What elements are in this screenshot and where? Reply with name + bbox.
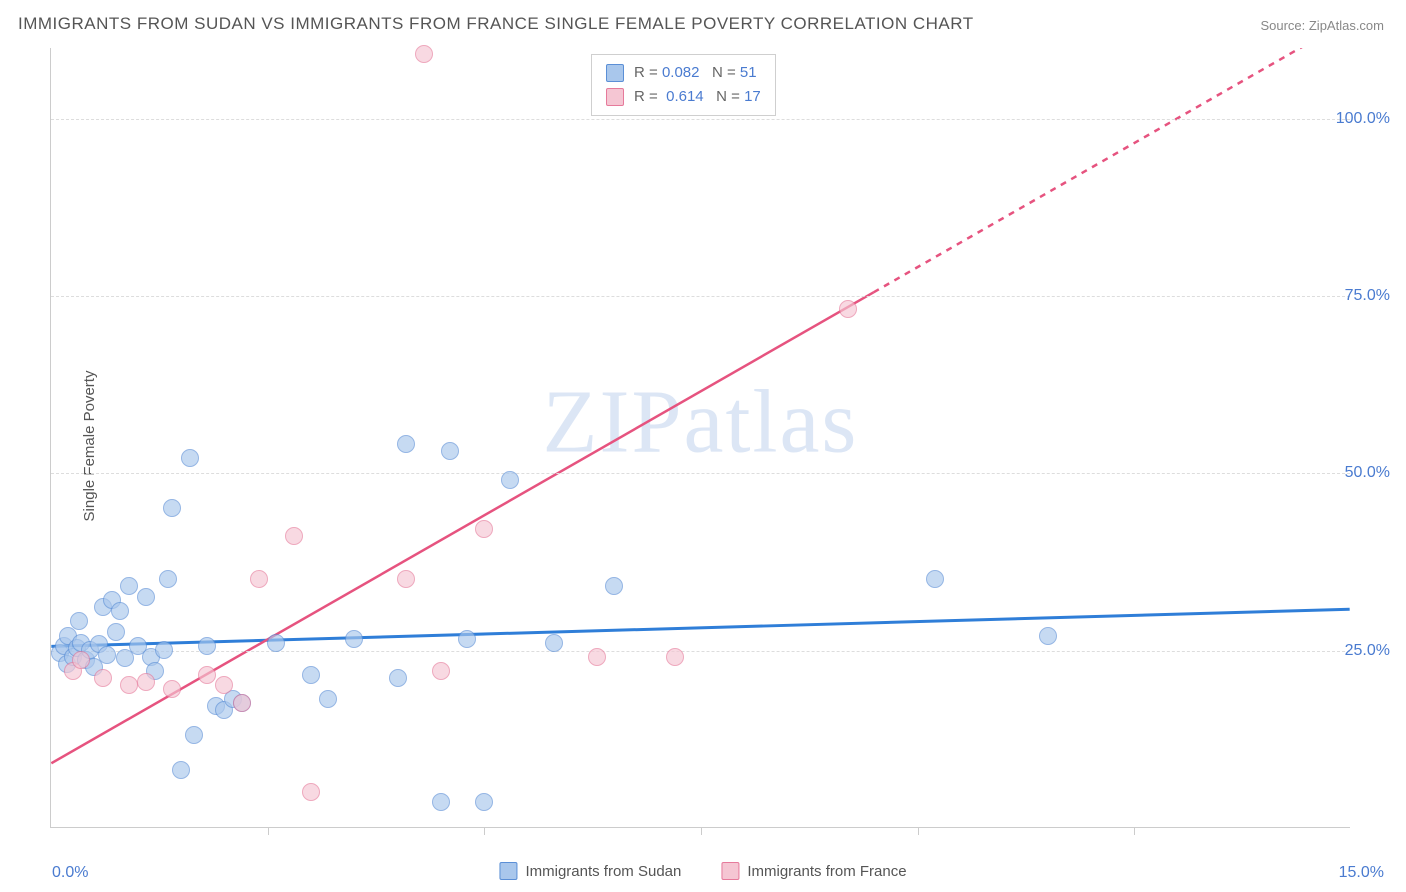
data-point [163,680,181,698]
data-point [415,45,433,63]
legend-swatch [499,862,517,880]
legend-series-item: Immigrants from Sudan [499,862,681,880]
chart-title: IMMIGRANTS FROM SUDAN VS IMMIGRANTS FROM… [18,14,974,34]
y-tick-label: 50.0% [1345,464,1390,482]
data-point [666,648,684,666]
data-point [120,676,138,694]
data-point [1039,627,1057,645]
legend-swatch [721,862,739,880]
chart-plot-area: ZIPatlas R = 0.082 N = 51R = 0.614 N = 1… [50,48,1350,828]
source-prefix: Source: [1260,18,1308,33]
data-point [501,471,519,489]
data-point [345,630,363,648]
x-axis-max-label: 15.0% [1339,864,1384,882]
data-point [120,577,138,595]
data-point [107,623,125,641]
data-point [285,527,303,545]
x-tick [268,827,269,835]
data-point [839,300,857,318]
data-point [588,648,606,666]
x-tick [484,827,485,835]
gridline [51,651,1350,652]
legend-series: Immigrants from Sudan Immigrants from Fra… [499,862,906,880]
data-point [302,666,320,684]
data-point [302,783,320,801]
source-link[interactable]: ZipAtlas.com [1309,18,1384,33]
x-tick [1134,827,1135,835]
data-point [155,641,173,659]
legend-swatch [606,88,624,106]
data-point [233,694,251,712]
data-point [72,651,90,669]
watermark-text: ZIPatlas [543,370,859,473]
legend-correlation-text: R = 0.614 N = 17 [634,85,761,109]
data-point [215,676,233,694]
legend-series-item: Immigrants from France [721,862,906,880]
gridline [51,473,1350,474]
data-point [198,637,216,655]
data-point [181,449,199,467]
data-point [397,435,415,453]
data-point [926,570,944,588]
data-point [319,690,337,708]
y-tick-label: 100.0% [1336,110,1390,128]
legend-correlation-box: R = 0.082 N = 51R = 0.614 N = 17 [591,54,776,116]
data-point [70,612,88,630]
data-point [172,761,190,779]
legend-correlation-row: R = 0.082 N = 51 [606,61,761,85]
legend-correlation-text: R = 0.082 N = 51 [634,61,757,85]
data-point [94,669,112,687]
legend-series-label: Immigrants from Sudan [525,863,681,880]
data-point [267,634,285,652]
data-point [185,726,203,744]
data-point [137,588,155,606]
data-point [475,793,493,811]
data-point [605,577,623,595]
data-point [137,673,155,691]
data-point [159,570,177,588]
data-point [250,570,268,588]
legend-swatch [606,64,624,82]
data-point [545,634,563,652]
legend-correlation-row: R = 0.614 N = 17 [606,85,761,109]
data-point [111,602,129,620]
x-tick [701,827,702,835]
data-point [163,499,181,517]
x-axis-min-label: 0.0% [52,864,88,882]
data-point [198,666,216,684]
data-point [458,630,476,648]
gridline [51,119,1350,120]
data-point [475,520,493,538]
y-tick-label: 25.0% [1345,642,1390,660]
data-point [98,646,116,664]
data-point [441,442,459,460]
x-tick [918,827,919,835]
data-point [389,669,407,687]
data-point [432,793,450,811]
y-tick-label: 75.0% [1345,287,1390,305]
source-attribution: Source: ZipAtlas.com [1260,18,1384,33]
legend-series-label: Immigrants from France [747,863,906,880]
gridline [51,296,1350,297]
data-point [432,662,450,680]
data-point [397,570,415,588]
